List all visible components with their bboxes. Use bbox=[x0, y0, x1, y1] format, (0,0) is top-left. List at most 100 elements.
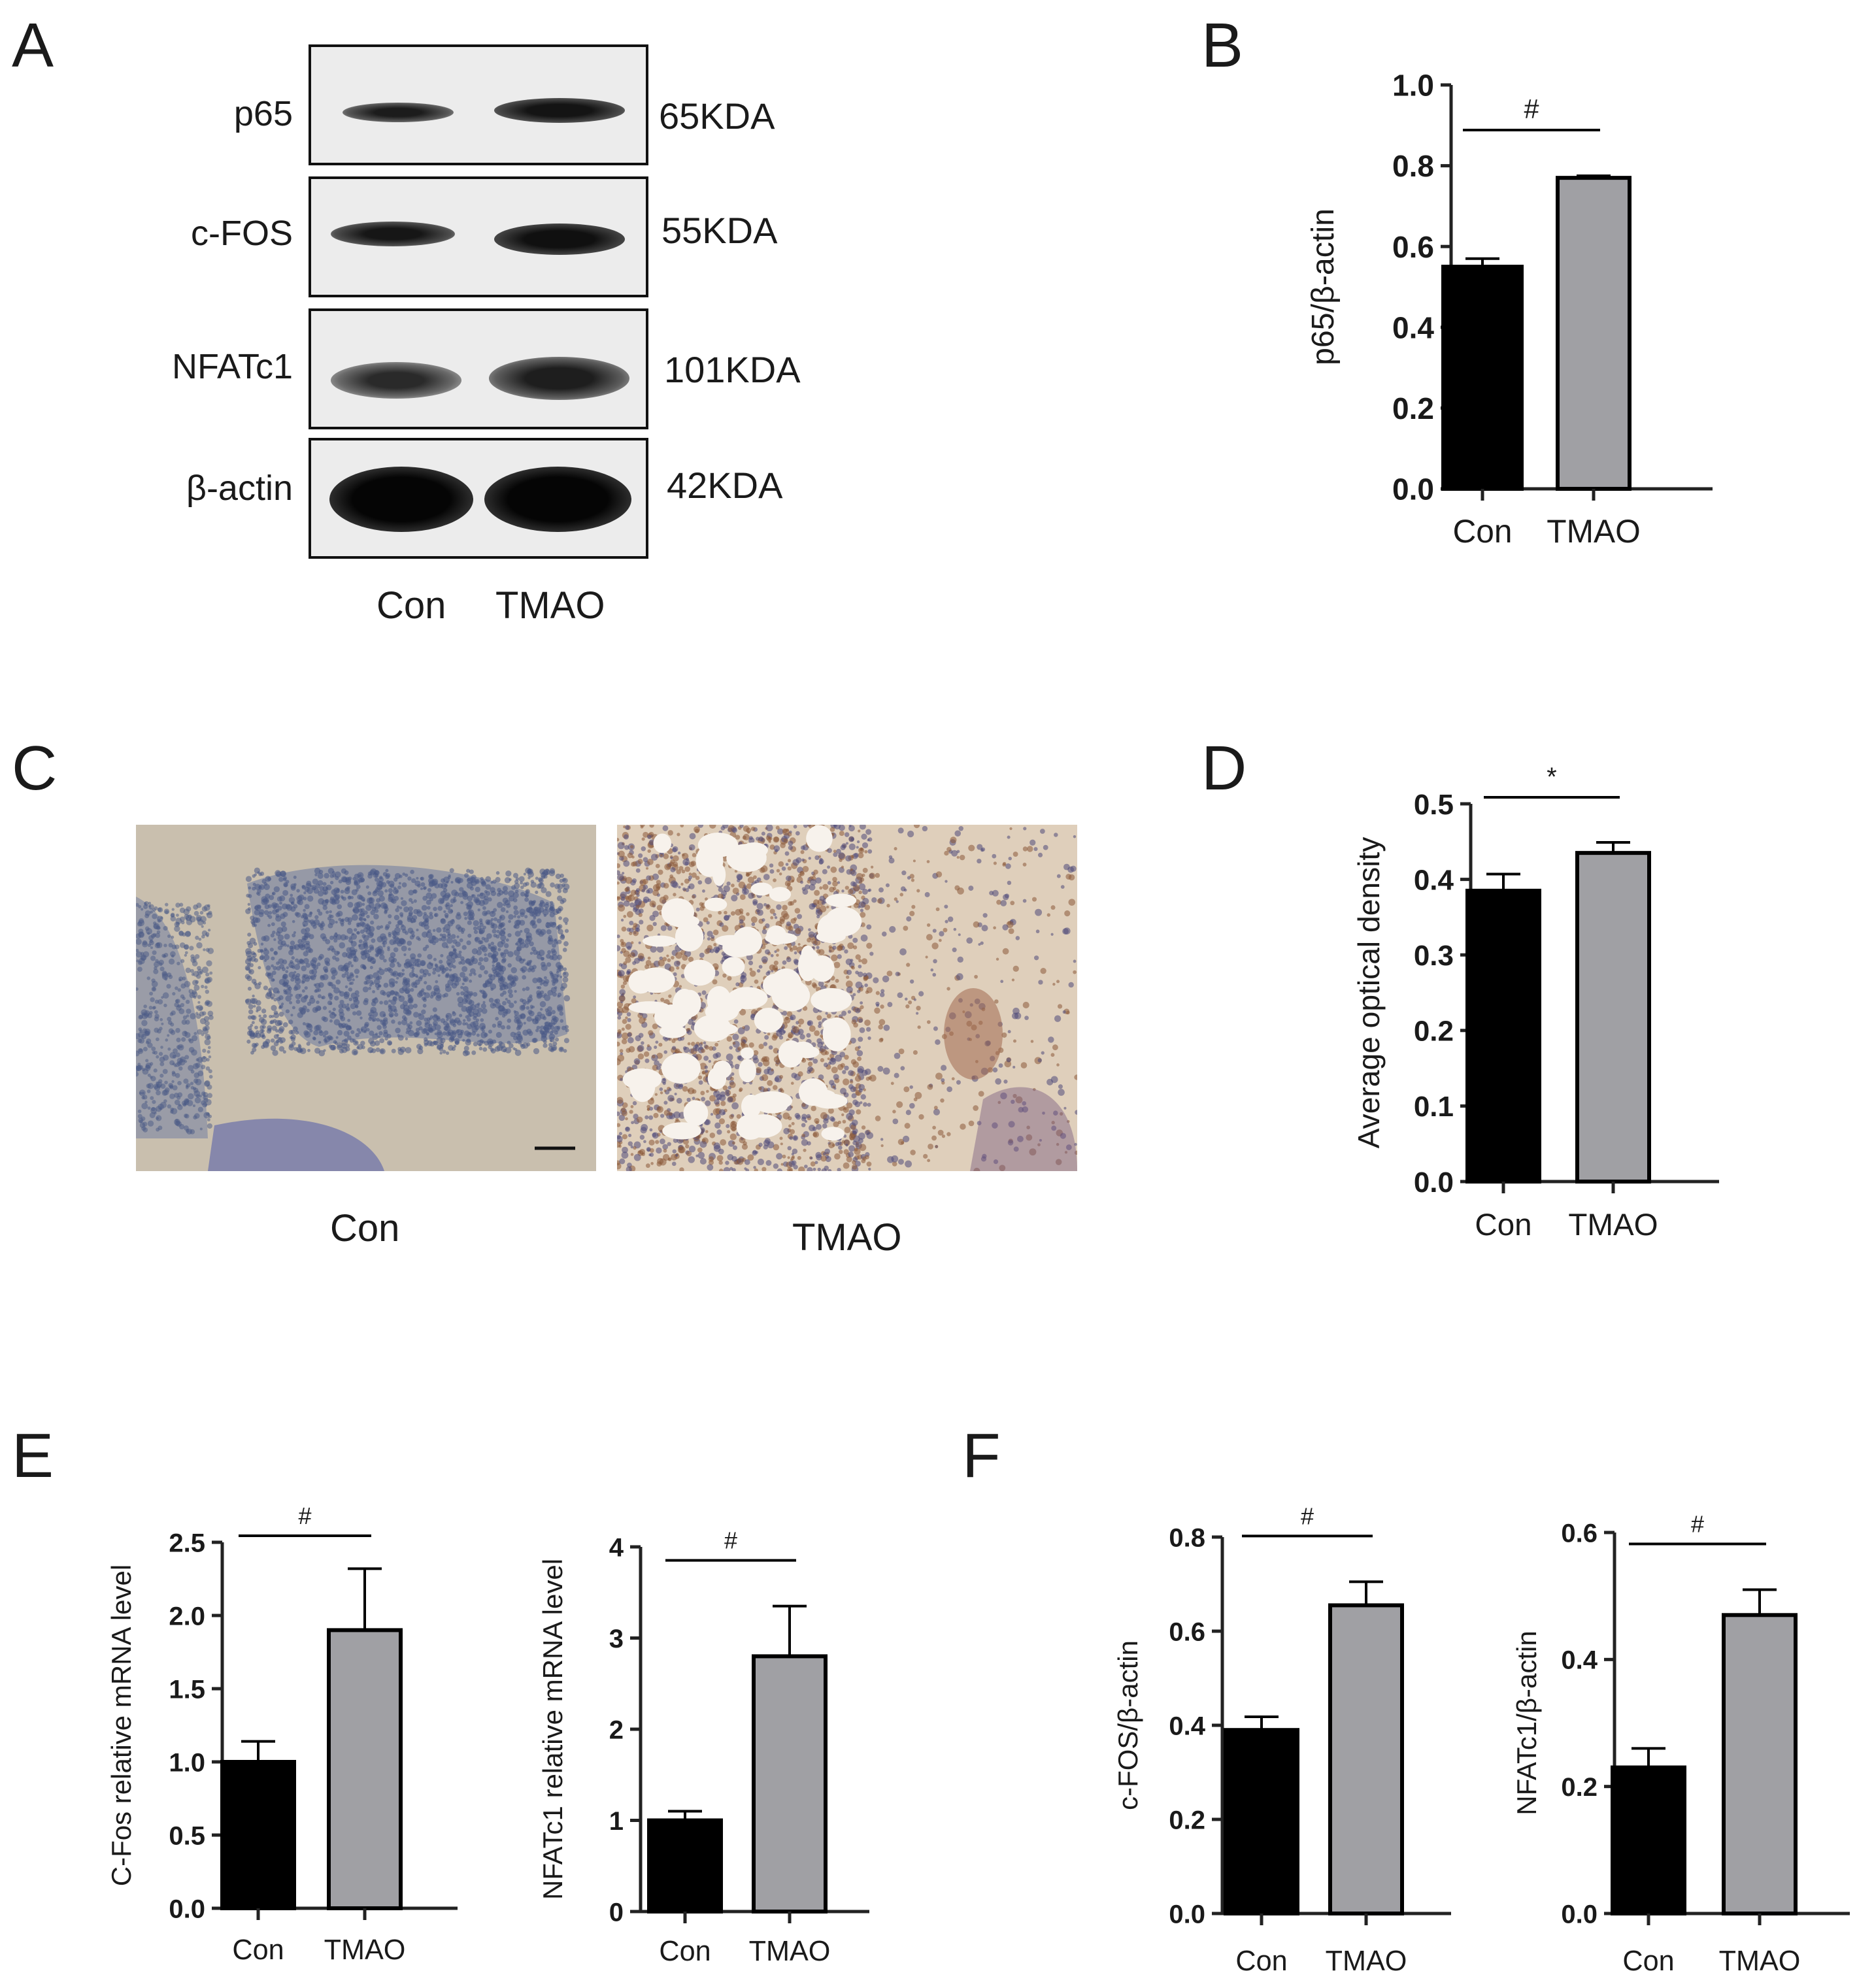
blot-kda-label: 42KDA bbox=[667, 465, 783, 506]
cell-dot bbox=[520, 891, 526, 897]
cell-dot bbox=[514, 889, 519, 893]
cell-dot bbox=[707, 936, 711, 941]
cell-dot bbox=[329, 1019, 333, 1023]
cell-dot bbox=[803, 1148, 807, 1152]
cell-dot bbox=[269, 987, 273, 991]
cell-dot bbox=[346, 976, 352, 982]
cell-dot bbox=[411, 969, 414, 973]
cell-dot bbox=[903, 888, 907, 892]
cell-dot bbox=[338, 1008, 344, 1014]
cell-dot bbox=[335, 979, 341, 985]
cell-dot bbox=[819, 886, 823, 890]
cell-dot bbox=[378, 969, 385, 976]
cell-dot bbox=[436, 1044, 442, 1050]
cell-dot bbox=[860, 1094, 866, 1100]
ihc-image-tmao bbox=[617, 825, 1077, 1171]
cell-dot bbox=[490, 924, 495, 929]
cell-dot bbox=[175, 986, 178, 990]
cell-dot bbox=[207, 1010, 214, 1017]
cell-dot bbox=[753, 1050, 759, 1056]
cell-dot bbox=[563, 941, 569, 947]
cell-dot bbox=[880, 1138, 884, 1141]
cell-dot bbox=[263, 947, 267, 952]
cell-dot bbox=[276, 966, 281, 971]
cell-dot bbox=[620, 1078, 624, 1082]
cell-dot bbox=[465, 1022, 469, 1026]
cell-dot bbox=[478, 1046, 483, 1051]
cell-dot bbox=[712, 979, 718, 985]
cell-dot bbox=[175, 1072, 180, 1078]
cell-dot bbox=[398, 882, 401, 885]
cell-dot bbox=[385, 924, 390, 929]
cell-dot bbox=[690, 861, 697, 867]
cell-dot bbox=[878, 1024, 884, 1030]
cell-dot bbox=[543, 914, 547, 918]
cell-dot bbox=[308, 948, 314, 953]
cell-dot bbox=[434, 1032, 437, 1036]
cell-dot bbox=[455, 941, 461, 948]
cell-dot bbox=[447, 932, 451, 936]
cell-dot bbox=[858, 852, 864, 859]
cell-dot bbox=[167, 1047, 171, 1051]
cell-dot bbox=[278, 1046, 285, 1052]
cell-dot bbox=[271, 956, 275, 961]
cell-dot bbox=[159, 1027, 163, 1031]
cell-dot bbox=[435, 980, 439, 984]
cell-dot bbox=[481, 1029, 485, 1033]
cell-dot bbox=[484, 953, 487, 957]
cell-dot bbox=[139, 1014, 143, 1019]
cell-dot bbox=[383, 1000, 389, 1005]
cell-dot bbox=[401, 1019, 408, 1025]
cell-dot bbox=[322, 905, 327, 910]
cell-dot bbox=[751, 922, 756, 927]
cell-dot bbox=[776, 1153, 783, 1160]
cell-dot bbox=[799, 1034, 805, 1040]
cell-dot bbox=[370, 920, 375, 925]
cell-dot bbox=[852, 1164, 858, 1170]
cell-dot bbox=[257, 892, 261, 896]
cell-dot bbox=[357, 1044, 363, 1050]
cell-dot bbox=[184, 951, 188, 955]
cell-dot bbox=[846, 975, 850, 979]
cell-dot bbox=[324, 960, 329, 965]
cell-dot bbox=[563, 995, 571, 1002]
cell-dot bbox=[171, 935, 175, 939]
cell-dot bbox=[630, 1105, 634, 1108]
cell-dot bbox=[319, 886, 325, 891]
cell-dot bbox=[549, 1025, 555, 1030]
cell-dot bbox=[512, 980, 515, 984]
cell-dot bbox=[358, 913, 362, 917]
cell-dot bbox=[479, 918, 483, 922]
cell-dot bbox=[273, 1019, 277, 1023]
cell-dot bbox=[278, 876, 284, 882]
cell-dot bbox=[633, 1114, 639, 1119]
cell-dot bbox=[467, 878, 471, 882]
cell-dot bbox=[294, 978, 301, 985]
cell-dot bbox=[369, 944, 374, 950]
cell-dot bbox=[837, 954, 842, 959]
cell-dot bbox=[395, 923, 399, 928]
cell-dot bbox=[544, 903, 550, 908]
cell-dot bbox=[895, 900, 899, 903]
cell-dot bbox=[185, 999, 190, 1004]
cell-dot bbox=[647, 849, 651, 853]
cell-dot bbox=[909, 979, 914, 984]
cell-dot bbox=[845, 886, 849, 890]
cell-dot bbox=[279, 1004, 284, 1008]
cell-dot bbox=[1015, 936, 1020, 940]
cell-dot bbox=[368, 902, 375, 908]
cell-dot bbox=[481, 1008, 488, 1014]
cell-dot bbox=[509, 1002, 514, 1008]
cell-dot bbox=[692, 1021, 695, 1026]
cell-dot bbox=[832, 876, 837, 882]
cell-dot bbox=[892, 1118, 899, 1125]
cell-dot bbox=[551, 1010, 556, 1014]
cell-dot bbox=[545, 891, 552, 897]
cell-dot bbox=[486, 910, 491, 915]
cell-dot bbox=[801, 1133, 805, 1138]
cell-dot bbox=[826, 905, 829, 909]
cell-dot bbox=[258, 1017, 265, 1023]
cell-dot bbox=[637, 953, 644, 959]
cell-dot bbox=[670, 867, 676, 872]
cell-dot bbox=[622, 980, 627, 986]
